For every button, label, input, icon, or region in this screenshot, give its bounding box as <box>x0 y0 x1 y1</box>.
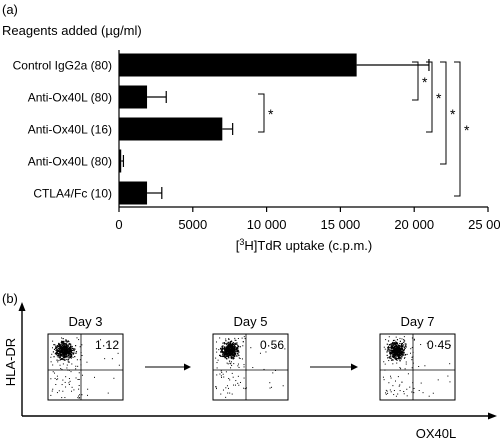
bar-chart: Control IgG2a (80) Anti-Ox40L (80) Anti-Ox… <box>13 50 500 253</box>
reagents-header: Reagents added (µg/ml) <box>2 23 142 38</box>
bar <box>119 149 122 173</box>
quadrant-percentage: 0·56 <box>260 338 284 352</box>
x-tick-label: 0 <box>115 217 122 232</box>
x-tick-label: 25 000 <box>468 217 500 232</box>
significance-star: * <box>436 90 442 106</box>
x-axis-label: [3H]TdR uptake (c.p.m.) <box>236 237 373 253</box>
significance-star: * <box>450 106 456 122</box>
panel-b-label: (b) <box>2 291 18 306</box>
x-tick-label: 5000 <box>178 217 207 232</box>
event-dots <box>215 336 286 398</box>
event-dots <box>50 337 120 399</box>
dot-plot: Day 5 0·56 <box>212 314 289 401</box>
significance-star: * <box>422 74 428 90</box>
bar <box>119 181 148 205</box>
category-label: CTLA4/Fc (10) <box>33 187 112 201</box>
x-axis-arrowhead-icon <box>488 412 497 420</box>
dot-plot: Day 3 1·12 <box>47 314 124 401</box>
category-label: Anti-Ox40L (80) <box>28 155 112 169</box>
y-axis-arrowhead-icon <box>18 302 26 311</box>
significance-brackets: * * * * * <box>258 61 470 197</box>
significance-star: * <box>464 122 470 138</box>
bar <box>119 117 223 141</box>
day-label: Day 5 <box>234 314 268 329</box>
category-label: Anti-Ox40L (16) <box>28 123 112 137</box>
significance-star: * <box>268 106 274 122</box>
significance-bracket <box>258 93 265 133</box>
bar <box>119 53 357 77</box>
significance-bracket <box>412 61 419 101</box>
significance-bracket <box>426 61 433 133</box>
x-tick-label: 20 000 <box>394 217 434 232</box>
significance-bracket <box>440 61 447 165</box>
significance-bracket <box>454 61 461 197</box>
quadrant-percentage: 0·45 <box>427 338 451 352</box>
progression-arrow-icon <box>351 363 358 371</box>
ox40l-axis-label: OX40L <box>416 426 456 441</box>
day-label: Day 7 <box>401 314 435 329</box>
x-tick-labels: 0 5000 10 000 15 000 20 000 25 000 <box>115 217 500 232</box>
event-dots <box>382 336 451 397</box>
x-tick-label: 15 000 <box>321 217 361 232</box>
category-label: Control IgG2a (80) <box>13 59 112 73</box>
hla-dr-axis-label: HLA-DR <box>3 338 18 386</box>
day-label: Day 3 <box>69 314 103 329</box>
flow-cytometry-panel: HLA-DR OX40L Day 3 1·12 Day 5 0·56 Day 7 0·45 <box>3 302 497 441</box>
error-bars <box>121 59 430 199</box>
x-tick-label: 10 000 <box>247 217 287 232</box>
progression-arrow-icon <box>184 363 191 371</box>
category-label: Anti-Ox40L (80) <box>28 91 112 105</box>
bar <box>119 85 148 109</box>
dot-plot: Day 7 0·45 <box>379 314 456 401</box>
dot-plots: Day 3 1·12 Day 5 0·56 Day 7 0·45 <box>47 314 456 401</box>
panel-a-label: (a) <box>2 2 18 17</box>
category-labels: Control IgG2a (80) Anti-Ox40L (80) Anti-Ox… <box>13 59 112 201</box>
quadrant-percentage: 1·12 <box>95 338 119 352</box>
plot-frame <box>212 333 289 401</box>
x-axis <box>118 50 489 212</box>
bars <box>119 53 357 205</box>
